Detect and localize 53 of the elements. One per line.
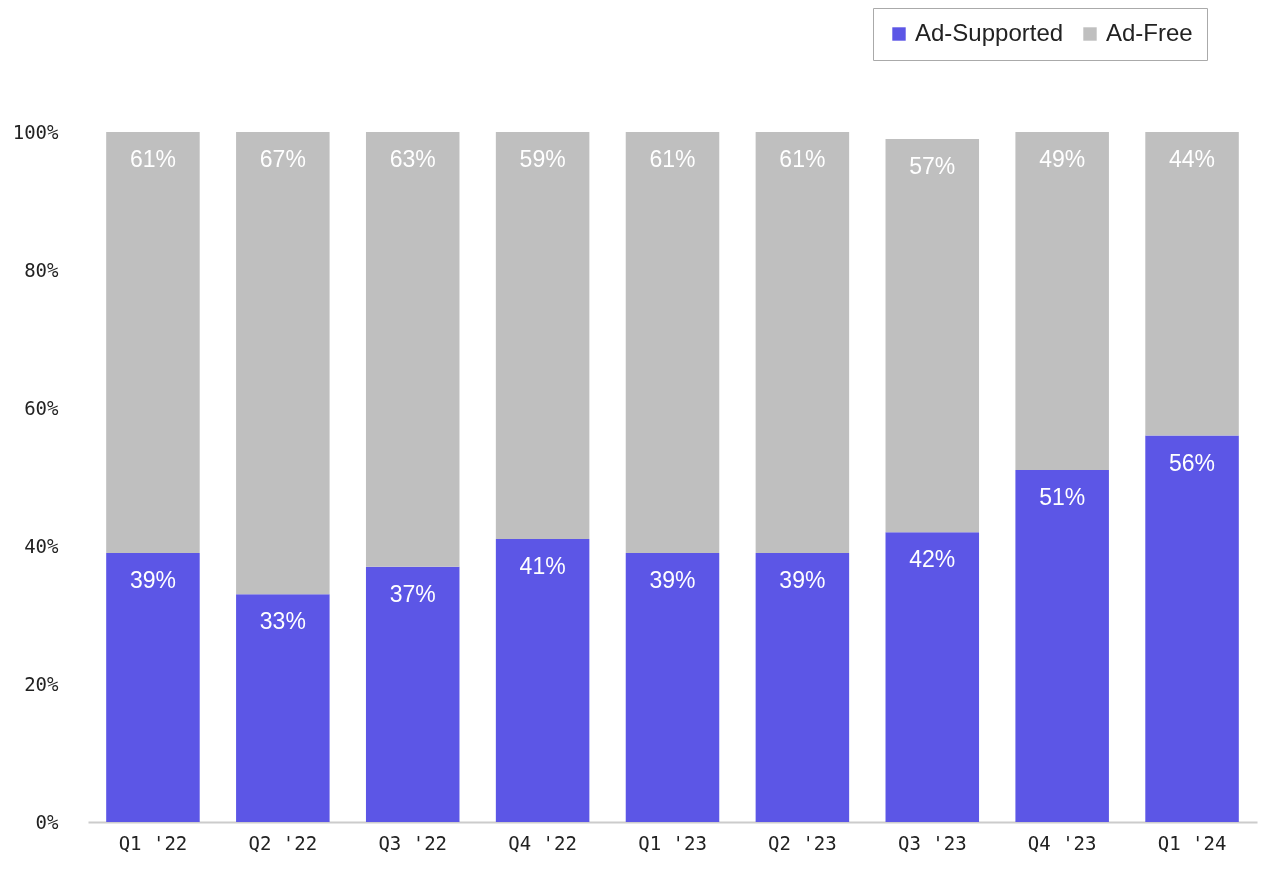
y-tick-label: 0% <box>35 810 60 833</box>
data-label: 61% <box>779 146 826 172</box>
data-label: 39% <box>649 566 696 593</box>
bar <box>885 532 980 822</box>
x-tick-label: Q3 '23 <box>897 831 967 854</box>
bar <box>495 132 590 540</box>
bar <box>885 138 980 533</box>
legend-label: Ad-Supported <box>915 19 1064 46</box>
x-tick-label: Q3 '22 <box>378 831 448 854</box>
x-tick-label: Q2 '22 <box>248 831 318 854</box>
bar <box>1145 132 1239 436</box>
y-tick-label: 100% <box>12 120 60 143</box>
data-label: 57% <box>909 152 956 179</box>
data-label: 61% <box>649 146 696 172</box>
data-label: 42% <box>909 546 956 573</box>
y-tick-label: 40% <box>24 534 60 557</box>
data-label: 39% <box>779 566 826 593</box>
data-label: 37% <box>389 580 436 607</box>
bar <box>106 552 200 822</box>
legend-label: Ad-Free <box>1106 19 1193 46</box>
bar <box>1015 470 1109 822</box>
x-tick-label: Q1 '22 <box>118 831 188 854</box>
data-label: 59% <box>519 146 566 172</box>
bar <box>236 132 330 595</box>
x-tick-label: Q4 '22 <box>508 831 577 854</box>
data-label: 41% <box>519 553 566 580</box>
data-label: 67% <box>259 146 306 172</box>
data-label: 39% <box>129 566 176 593</box>
y-tick-label: 60% <box>24 396 60 419</box>
bar <box>755 552 850 822</box>
bar <box>625 552 720 822</box>
data-label: 33% <box>259 608 306 635</box>
x-tick-label: Q1 '24 <box>1157 831 1227 854</box>
data-label: 61% <box>129 146 176 172</box>
bar <box>1145 435 1239 822</box>
bar <box>755 132 850 553</box>
bar <box>1015 132 1109 471</box>
x-tick-label: Q1 '23 <box>638 831 707 854</box>
bar <box>365 566 460 822</box>
data-label: 44% <box>1169 146 1216 172</box>
x-tick-label: Q4 '23 <box>1027 831 1097 854</box>
bar <box>625 132 720 553</box>
data-label: 49% <box>1039 146 1086 172</box>
bar <box>365 132 460 567</box>
y-tick-label: 80% <box>24 258 60 281</box>
bar <box>495 539 590 822</box>
data-label: 51% <box>1039 484 1086 511</box>
data-label: 63% <box>389 146 436 172</box>
y-tick-label: 20% <box>24 672 60 695</box>
data-label: 56% <box>1169 449 1216 476</box>
x-tick-label: Q2 '23 <box>768 831 837 854</box>
bar <box>236 594 330 822</box>
bar <box>106 132 200 553</box>
